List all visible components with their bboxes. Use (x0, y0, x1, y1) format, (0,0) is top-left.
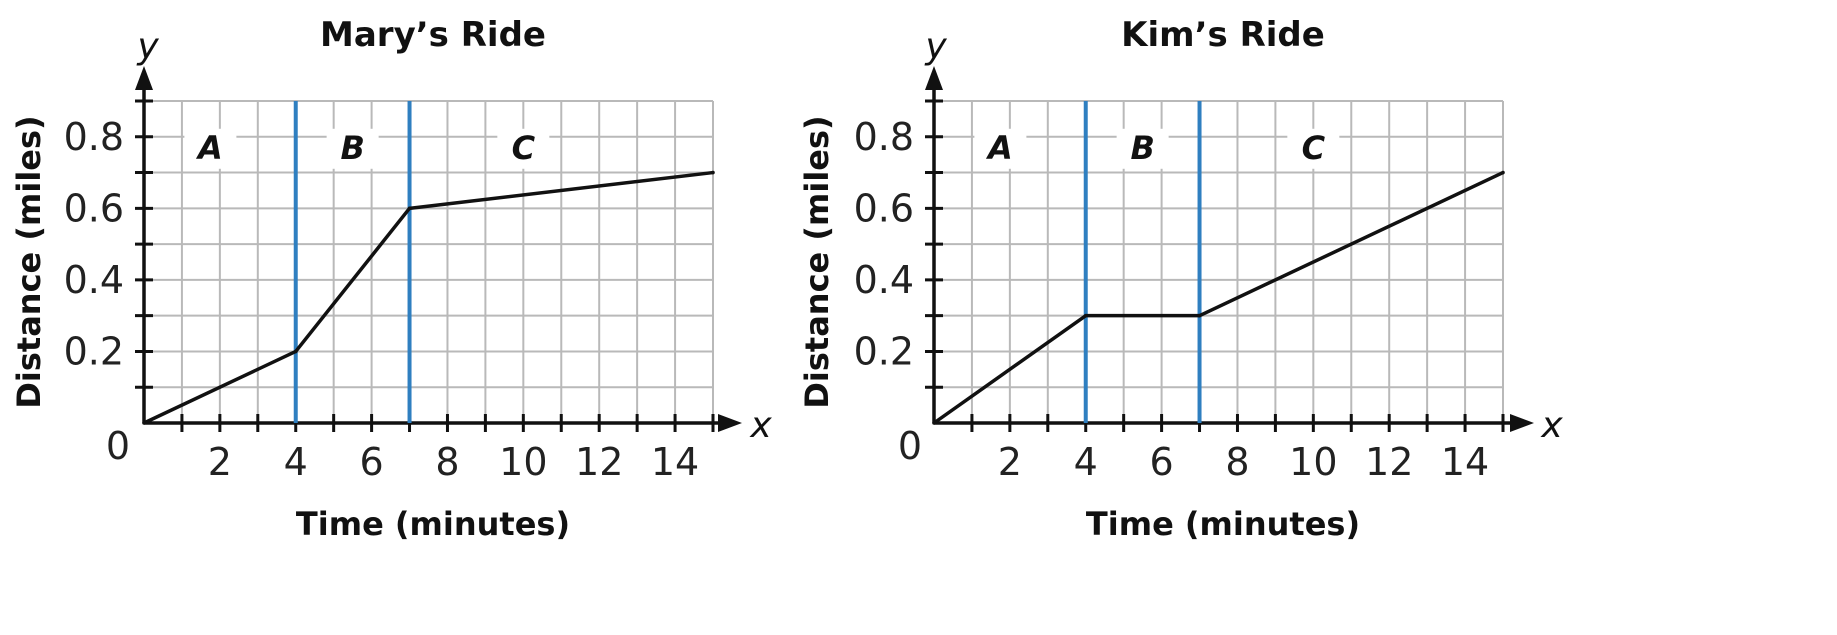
x-tick-label: 4 (284, 440, 308, 484)
y-axis-variable: y (924, 26, 947, 67)
region-label-a: A (985, 129, 1013, 167)
region-label-background (1287, 128, 1340, 169)
data-point (711, 170, 715, 175)
region-label-background (497, 128, 550, 169)
region-label-a: A (195, 129, 223, 167)
y-tick-label: 0.2 (854, 329, 914, 373)
x-axis-title: Time (minutes) (296, 505, 570, 543)
data-point (1083, 313, 1088, 318)
chart-title: Kim’s Ride (1121, 15, 1325, 55)
y-tick-label: 0.4 (64, 258, 124, 302)
x-tick-label: 2 (208, 440, 232, 484)
region-label-background (1116, 128, 1169, 169)
x-tick-label: 12 (575, 440, 623, 484)
y-tick-label: 0.8 (854, 115, 914, 159)
data-point (407, 206, 412, 211)
data-point (1501, 170, 1505, 175)
region-label-c: C (512, 129, 536, 167)
y-tick-label: 0.4 (854, 258, 914, 302)
y-tick-label: 0.2 (64, 329, 124, 373)
x-axis-arrow-icon (1510, 414, 1534, 432)
region-label-background (326, 128, 379, 169)
data-point (1197, 313, 1202, 318)
region-label-background (974, 128, 1027, 169)
y-axis-title: Distance (miles) (798, 115, 836, 408)
y-tick-label: 0.8 (64, 115, 124, 159)
series-line (932, 170, 1504, 425)
x-axis-variable: x (1540, 405, 1563, 446)
origin-label: 0 (898, 424, 922, 468)
x-axis-title: Time (minutes) (1086, 505, 1360, 543)
x-tick-label: 14 (1441, 440, 1489, 484)
chart-title: Mary’s Ride (320, 15, 546, 55)
x-tick-label: 12 (1365, 440, 1413, 484)
x-tick-label: 6 (1150, 440, 1174, 484)
region-label-background (184, 128, 237, 169)
x-tick-label: 6 (360, 440, 384, 484)
x-tick-label: 14 (651, 440, 699, 484)
x-axis-arrow-icon (718, 414, 742, 432)
data-point (293, 349, 298, 354)
y-axis-title: Distance (miles) (10, 115, 48, 408)
x-tick-label: 8 (1225, 440, 1249, 484)
origin-label: 0 (106, 424, 130, 468)
y-axis-arrow-icon (135, 66, 153, 90)
x-axis-variable: x (749, 405, 772, 446)
kims-ride-chart: A B C 2 4 6 8 10 12 14 0.2 0.4 0.6 0.8 0 Kim’s Ride Time… (798, 15, 1563, 543)
y-axis-variable: y (136, 26, 159, 67)
data-point (932, 421, 936, 425)
series-line (143, 170, 714, 425)
region-label-b: B (340, 129, 364, 167)
marys-ride-chart: A B C 2 4 6 8 10 12 14 0.2 0.4 0.6 0.8 0 Mary’s Ride Tim… (10, 15, 772, 543)
y-tick-label: 0.6 (854, 186, 914, 230)
x-tick-label: 10 (1289, 440, 1337, 484)
y-axis-arrow-icon (925, 66, 943, 90)
x-tick-label: 4 (1074, 440, 1098, 484)
x-tick-label: 8 (435, 440, 459, 484)
data-point (142, 421, 146, 425)
region-label-c: C (1302, 129, 1326, 167)
x-tick-label: 10 (499, 440, 547, 484)
x-tick-label: 2 (998, 440, 1022, 484)
region-label-b: B (1130, 129, 1154, 167)
y-tick-label: 0.6 (64, 186, 124, 230)
